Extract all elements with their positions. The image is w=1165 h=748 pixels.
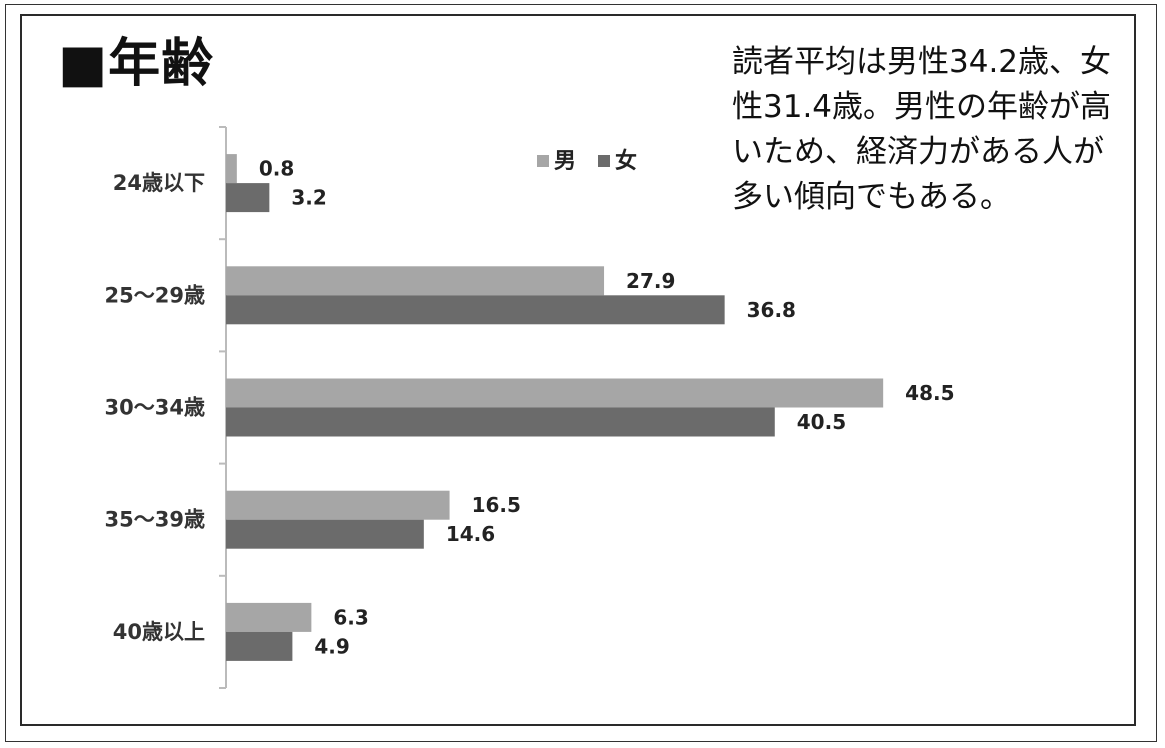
data-label: 36.8 bbox=[747, 298, 796, 322]
y-axis bbox=[219, 126, 227, 689]
bar-男 bbox=[226, 266, 605, 296]
legend: 男女 bbox=[537, 148, 637, 174]
bar-男 bbox=[226, 378, 884, 408]
data-label: 6.3 bbox=[333, 605, 368, 629]
data-label: 48.5 bbox=[905, 381, 954, 405]
bar-女 bbox=[226, 631, 293, 661]
inner-frame bbox=[20, 14, 1136, 726]
data-label: 16.5 bbox=[472, 493, 521, 517]
legend-swatch bbox=[598, 155, 610, 167]
category-label: 40歳以上 bbox=[113, 620, 205, 644]
data-label: 3.2 bbox=[291, 186, 326, 210]
bar-女 bbox=[226, 519, 424, 549]
bars bbox=[226, 154, 884, 661]
data-label: 4.9 bbox=[314, 634, 349, 658]
bar-女 bbox=[226, 407, 775, 437]
outer-frame bbox=[5, 4, 1157, 742]
bar-男 bbox=[226, 154, 237, 184]
category-label: 35〜39歳 bbox=[105, 508, 205, 532]
page-title: ■年齢 bbox=[58, 34, 215, 94]
data-label: 27.9 bbox=[626, 269, 675, 293]
labels: 24歳以下 0.8 3.2 25〜29歳 27.9 36.8 30〜34歳 48.5 40.5 3… bbox=[105, 157, 955, 659]
data-label: 0.8 bbox=[259, 157, 294, 181]
bar-女 bbox=[226, 183, 270, 213]
legend-swatch bbox=[537, 155, 549, 167]
legend-label: 男 bbox=[554, 149, 576, 174]
category-label: 30〜34歳 bbox=[105, 396, 205, 420]
category-label: 25〜29歳 bbox=[105, 283, 205, 307]
summary-note: 読者平均は男性34.2歳、女性31.4歳。男性の年齢が高いため、経済力がある人が… bbox=[732, 44, 1112, 215]
data-label: 40.5 bbox=[797, 410, 846, 434]
category-label: 24歳以下 bbox=[113, 171, 205, 195]
bar-女 bbox=[226, 295, 725, 325]
legend-label: 女 bbox=[615, 148, 637, 174]
data-label: 14.6 bbox=[446, 522, 495, 546]
bar-男 bbox=[226, 490, 450, 520]
bar-男 bbox=[226, 602, 312, 632]
